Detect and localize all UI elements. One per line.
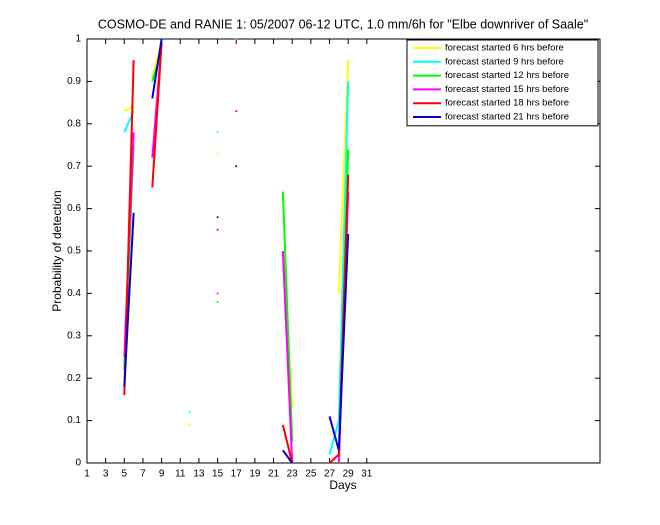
x-tick-label: 23 [287,469,299,480]
x-tick-label: 7 [140,469,146,480]
legend-label: forecast started 15 hrs before [445,84,569,95]
y-tick-label: 0.9 [67,76,81,87]
series-line [328,81,350,455]
x-tick-label: 15 [212,469,224,480]
data-point [188,411,191,414]
data-point [216,292,219,295]
x-tick-label: 9 [159,469,165,480]
series-line [328,174,350,464]
legend-label: forecast started 18 hrs before [445,98,569,109]
legend-label: forecast started 6 hrs before [445,43,564,54]
x-tick-label: 17 [231,469,243,480]
series-line [151,43,163,188]
y-tick-label: 0.4 [67,288,81,299]
x-tick-label: 21 [268,469,280,480]
data-point [216,131,219,134]
y-axis-label: Probability of detection [50,190,64,311]
series-line [281,191,294,442]
y-tick-label: 0.3 [67,330,81,341]
data-point [216,216,219,219]
x-tick-label: 19 [249,469,261,480]
x-tick-label: 13 [193,469,205,480]
x-tick-label: 3 [103,469,109,480]
series-line [281,424,294,464]
data-point [188,423,191,426]
chart-title: COSMO-DE and RANIE 1: 05/2007 06-12 UTC,… [98,17,588,31]
series-line [337,60,350,294]
series-line [282,449,294,464]
data-point [235,42,238,45]
x-tick-label: 5 [122,469,128,480]
x-axis-label: Days [329,478,356,492]
data-point [216,152,219,155]
x-tick-label: 27 [324,469,336,480]
series-line [123,212,135,387]
y-tick-label: 0.8 [67,118,81,129]
y-tick-label: 0.6 [67,203,81,214]
x-tick-label: 11 [175,469,186,480]
legend-box [406,39,599,127]
data-point [235,165,238,168]
data-point [216,228,219,231]
data-point [235,110,238,113]
series-line [328,233,350,451]
y-tick-label: 1 [75,34,81,45]
y-tick-label: 0 [75,458,81,469]
x-tick-label: 1 [84,469,90,480]
legend-label: forecast started 12 hrs before [445,70,569,81]
y-tick-label: 0.7 [67,161,81,172]
y-tick-label: 0.1 [67,415,81,426]
x-tick-label: 29 [343,469,355,480]
x-tick-label: 25 [305,469,317,480]
series-line [151,38,163,99]
legend-label: forecast started 9 hrs before [445,56,564,67]
series-line [281,250,294,464]
y-tick-label: 0.5 [67,246,81,257]
y-tick-label: 0.2 [67,373,81,384]
legend-label: forecast started 21 hrs before [445,112,569,123]
data-point [216,300,219,303]
data-point [235,38,238,40]
x-tick-label: 31 [361,469,373,480]
